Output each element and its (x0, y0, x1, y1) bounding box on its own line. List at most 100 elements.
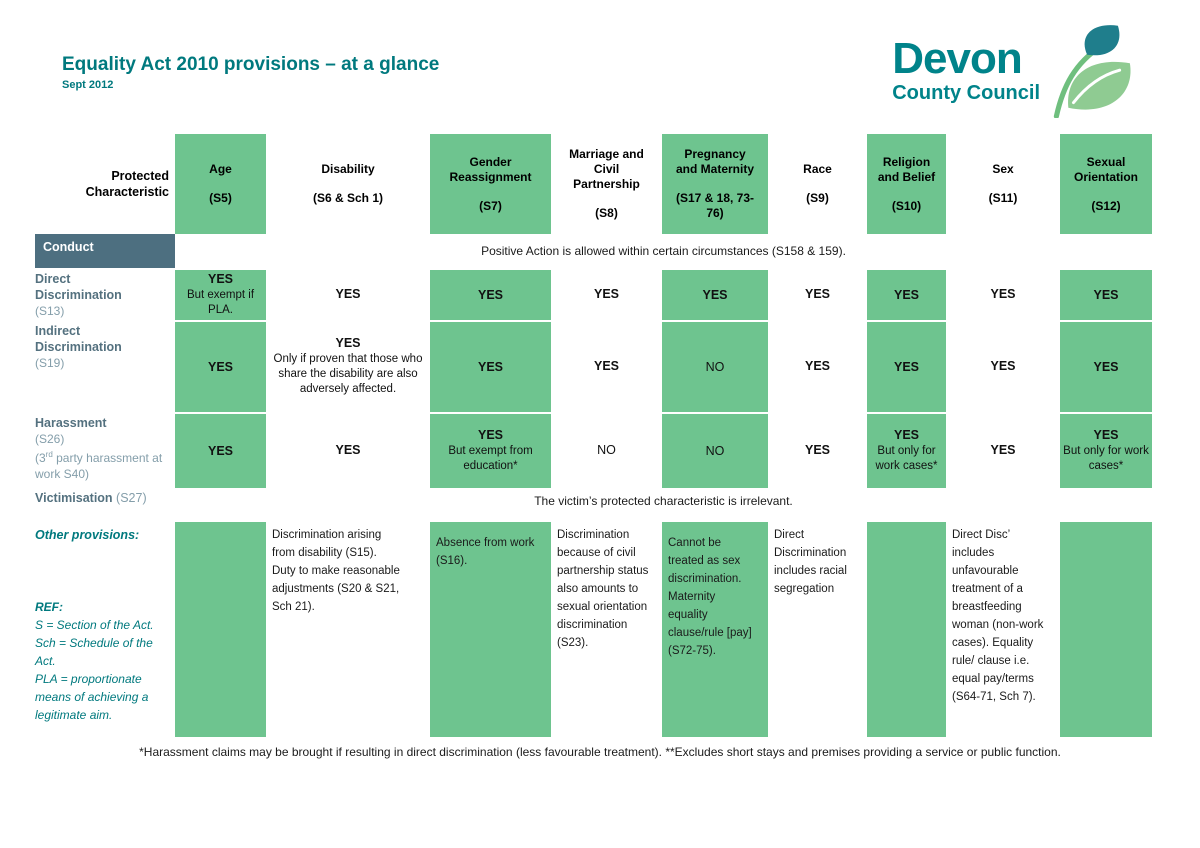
cell-value: YES (702, 287, 728, 302)
col-header-religion-belief: Religion and Belief (S10) (867, 134, 946, 234)
cell-value: YES (804, 286, 830, 301)
col-label: Age (209, 162, 232, 176)
col-ref: (S10) (891, 198, 922, 213)
cell-value: YES (335, 442, 361, 457)
col-ref: (S9) (806, 191, 829, 205)
cell-direct-religion: YES (867, 268, 946, 320)
col-ref: (S11) (988, 191, 1018, 205)
col-header-pregnancy-maternity: Pregnancy and Maternity (S17 & 18, 73-76… (662, 134, 768, 234)
row-label-ref: (S19) (35, 356, 65, 370)
ref-legend: REF: S = Section of the Act. Sch = Sched… (35, 598, 171, 724)
cell-other-age-empty (175, 522, 266, 737)
cell-direct-disability: YES (266, 268, 430, 320)
cell-value: YES (207, 443, 233, 458)
cell-direct-age: YES But exempt if PLA. (175, 268, 266, 320)
cell-other-sexual-orientation-empty (1060, 522, 1152, 737)
cell-value: NO (705, 359, 725, 374)
row-label-text: Harassment (35, 416, 107, 430)
cell-value: YES (990, 358, 1016, 373)
corner-header-label: Protected Characteristic (85, 168, 169, 199)
cell-other-sex: Direct Disc’ includes unfavourable treat… (952, 529, 1044, 703)
cell-value: NO (705, 443, 725, 458)
cell-harassment-sex: YES (946, 412, 1060, 488)
col-header-sexual-orientation: Sexual Orientation (S12) (1060, 134, 1152, 234)
cell-value: YES (1093, 359, 1119, 374)
col-label: Race (803, 162, 832, 176)
leaf-icon (1053, 25, 1131, 118)
col-label: Sexual Orientation (1073, 154, 1138, 184)
cell-value: YES (207, 272, 233, 286)
col-label: Religion and Belief (877, 154, 936, 184)
row-label-direct-discrimination: Direct Discrimination (S13) (35, 268, 175, 320)
cell-value: YES (335, 286, 361, 301)
col-ref: (S7) (479, 198, 502, 213)
cell-indirect-gender: YES (430, 320, 551, 412)
cell-note: Only if proven that those who share the … (273, 352, 423, 395)
col-label: Sex (992, 162, 1014, 176)
cell-value: YES (893, 428, 919, 442)
cell-value: YES (893, 287, 919, 302)
col-label: Gender Reassignment (449, 154, 532, 184)
row-label-ref2: (3rd party harassment at work S40) (35, 447, 175, 482)
row-label-ref: (S27) (112, 491, 147, 505)
cell-value: YES (593, 286, 619, 301)
cell-indirect-pregnancy: NO (662, 320, 768, 412)
cell-indirect-disability: YES Only if proven that those who share … (266, 320, 430, 412)
cell-harassment-disability: YES (266, 412, 430, 488)
cell-note: But only for work cases* (875, 445, 938, 472)
row-label-text: Direct Discrimination (35, 272, 122, 302)
cell-indirect-sex: YES (946, 320, 1060, 412)
cell-direct-sex: YES (946, 268, 1060, 320)
ref-legend-line: S = Section of the Act. Sch = Schedule o… (35, 618, 154, 668)
cell-harassment-age: YES (175, 412, 266, 488)
cell-indirect-sexual-orientation: YES (1060, 320, 1152, 412)
row-header-conduct: Conduct (35, 234, 175, 268)
col-label: Disability (321, 162, 375, 176)
row-label-ref: (S13) (35, 304, 65, 318)
cell-harassment-gender: YES But exempt from education* (430, 412, 551, 488)
provisions-table: Protected Characteristic Age (S5) Disabi… (35, 134, 1152, 740)
cell-indirect-religion: YES (867, 320, 946, 412)
col-header-race: Race (S9) (768, 134, 867, 234)
cell-harassment-sexual-orientation: YES But only for work cases* (1060, 412, 1152, 488)
col-ref: (S17 & 18, 73-76) (675, 191, 755, 220)
cell-other-pregnancy: Cannot be treated as sex discrimination.… (662, 522, 768, 737)
page-subtitle: Sept 2012 (62, 79, 114, 91)
col-header-sex: Sex (S11) (946, 134, 1060, 234)
title-block: Equality Act 2010 provisions – at a glan… (62, 54, 439, 91)
cell-value: YES (477, 359, 503, 374)
cell-other-race: Direct Discrimination includes racial se… (774, 529, 847, 595)
col-ref: (S5) (209, 191, 232, 205)
cell-harassment-race: YES (768, 412, 867, 488)
footnote: *Harassment claims may be brought if res… (139, 745, 1061, 759)
cell-value: YES (207, 359, 233, 374)
cell-value: YES (335, 335, 361, 350)
row-label-ref: (S26) (35, 432, 65, 446)
cell-value: YES (804, 442, 830, 457)
cell-direct-marriage: YES (551, 268, 662, 320)
cell-indirect-race: YES (768, 320, 867, 412)
cell-harassment-religion: YES But only for work cases* (867, 412, 946, 488)
cell-value: YES (893, 359, 919, 374)
cell-note: But only for work cases* (1063, 445, 1149, 472)
other-provisions-title: Other provisions: (35, 528, 140, 542)
cell-direct-race: YES (768, 268, 867, 320)
cell-value: YES (804, 358, 830, 373)
col-header-age: Age (S5) (175, 134, 266, 234)
cell-other-religion-empty (867, 522, 946, 737)
ref-legend-line: PLA = proportionate means of achieving a… (35, 672, 149, 722)
cell-indirect-age: YES (175, 320, 266, 412)
cell-indirect-marriage: YES (551, 320, 662, 412)
cell-other-gender: Absence from work (S16). (430, 522, 551, 737)
logo-devon-text: Devon (892, 34, 1022, 83)
col-label: Pregnancy and Maternity (675, 147, 754, 176)
victimisation-note: The victim’s protected characteristic is… (534, 494, 793, 508)
row-label-indirect-discrimination: Indirect Discrimination (S19) (35, 320, 175, 412)
ref2-pre: (3 (35, 451, 46, 465)
col-label: Marriage and Civil Partnership (569, 147, 644, 191)
cell-harassment-pregnancy: NO (662, 412, 768, 488)
ref-legend-title: REF: (35, 600, 63, 614)
cell-other-disability: Discrimination arising from disability (… (272, 529, 400, 613)
col-ref: (S6 & Sch 1) (312, 191, 384, 205)
